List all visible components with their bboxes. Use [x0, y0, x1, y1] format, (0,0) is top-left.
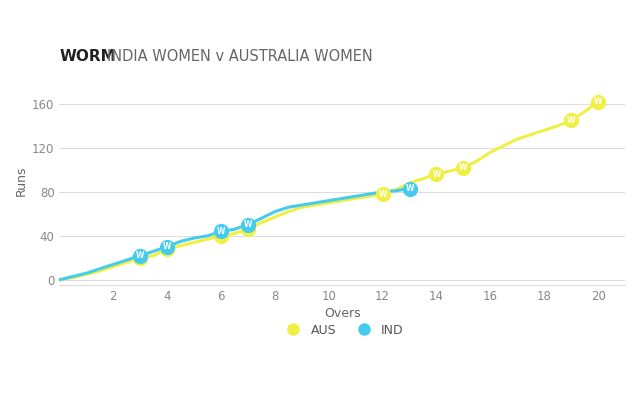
- Text: W: W: [460, 163, 468, 172]
- Point: [162, 244, 172, 250]
- Text: W: W: [136, 253, 145, 262]
- Text: W: W: [432, 170, 441, 179]
- Point: [216, 233, 226, 239]
- Text: INDIA WOMEN v AUSTRALIA WOMEN: INDIA WOMEN v AUSTRALIA WOMEN: [108, 49, 373, 64]
- Text: W: W: [378, 189, 387, 198]
- Text: W: W: [163, 243, 172, 252]
- Point: [566, 117, 576, 124]
- Text: W: W: [405, 184, 413, 193]
- Text: W: W: [136, 251, 145, 260]
- Y-axis label: Runs: Runs: [15, 166, 28, 196]
- Point: [135, 252, 145, 259]
- Text: WORM: WORM: [60, 49, 116, 64]
- Point: [243, 226, 253, 232]
- Point: [431, 171, 442, 178]
- Point: [458, 164, 468, 171]
- Text: W: W: [244, 220, 252, 229]
- Point: [216, 228, 226, 235]
- Legend: AUS, IND: AUS, IND: [276, 319, 409, 342]
- Point: [162, 246, 172, 252]
- Point: [593, 99, 603, 105]
- Text: W: W: [244, 225, 252, 234]
- Point: [404, 185, 415, 192]
- Text: W: W: [567, 116, 575, 125]
- Text: W: W: [163, 245, 172, 254]
- Text: W: W: [217, 231, 225, 240]
- Point: [378, 191, 388, 197]
- X-axis label: Overs: Overs: [324, 307, 360, 320]
- Point: [135, 254, 145, 261]
- Text: W: W: [594, 97, 602, 106]
- Point: [243, 222, 253, 228]
- Text: W: W: [217, 227, 225, 236]
